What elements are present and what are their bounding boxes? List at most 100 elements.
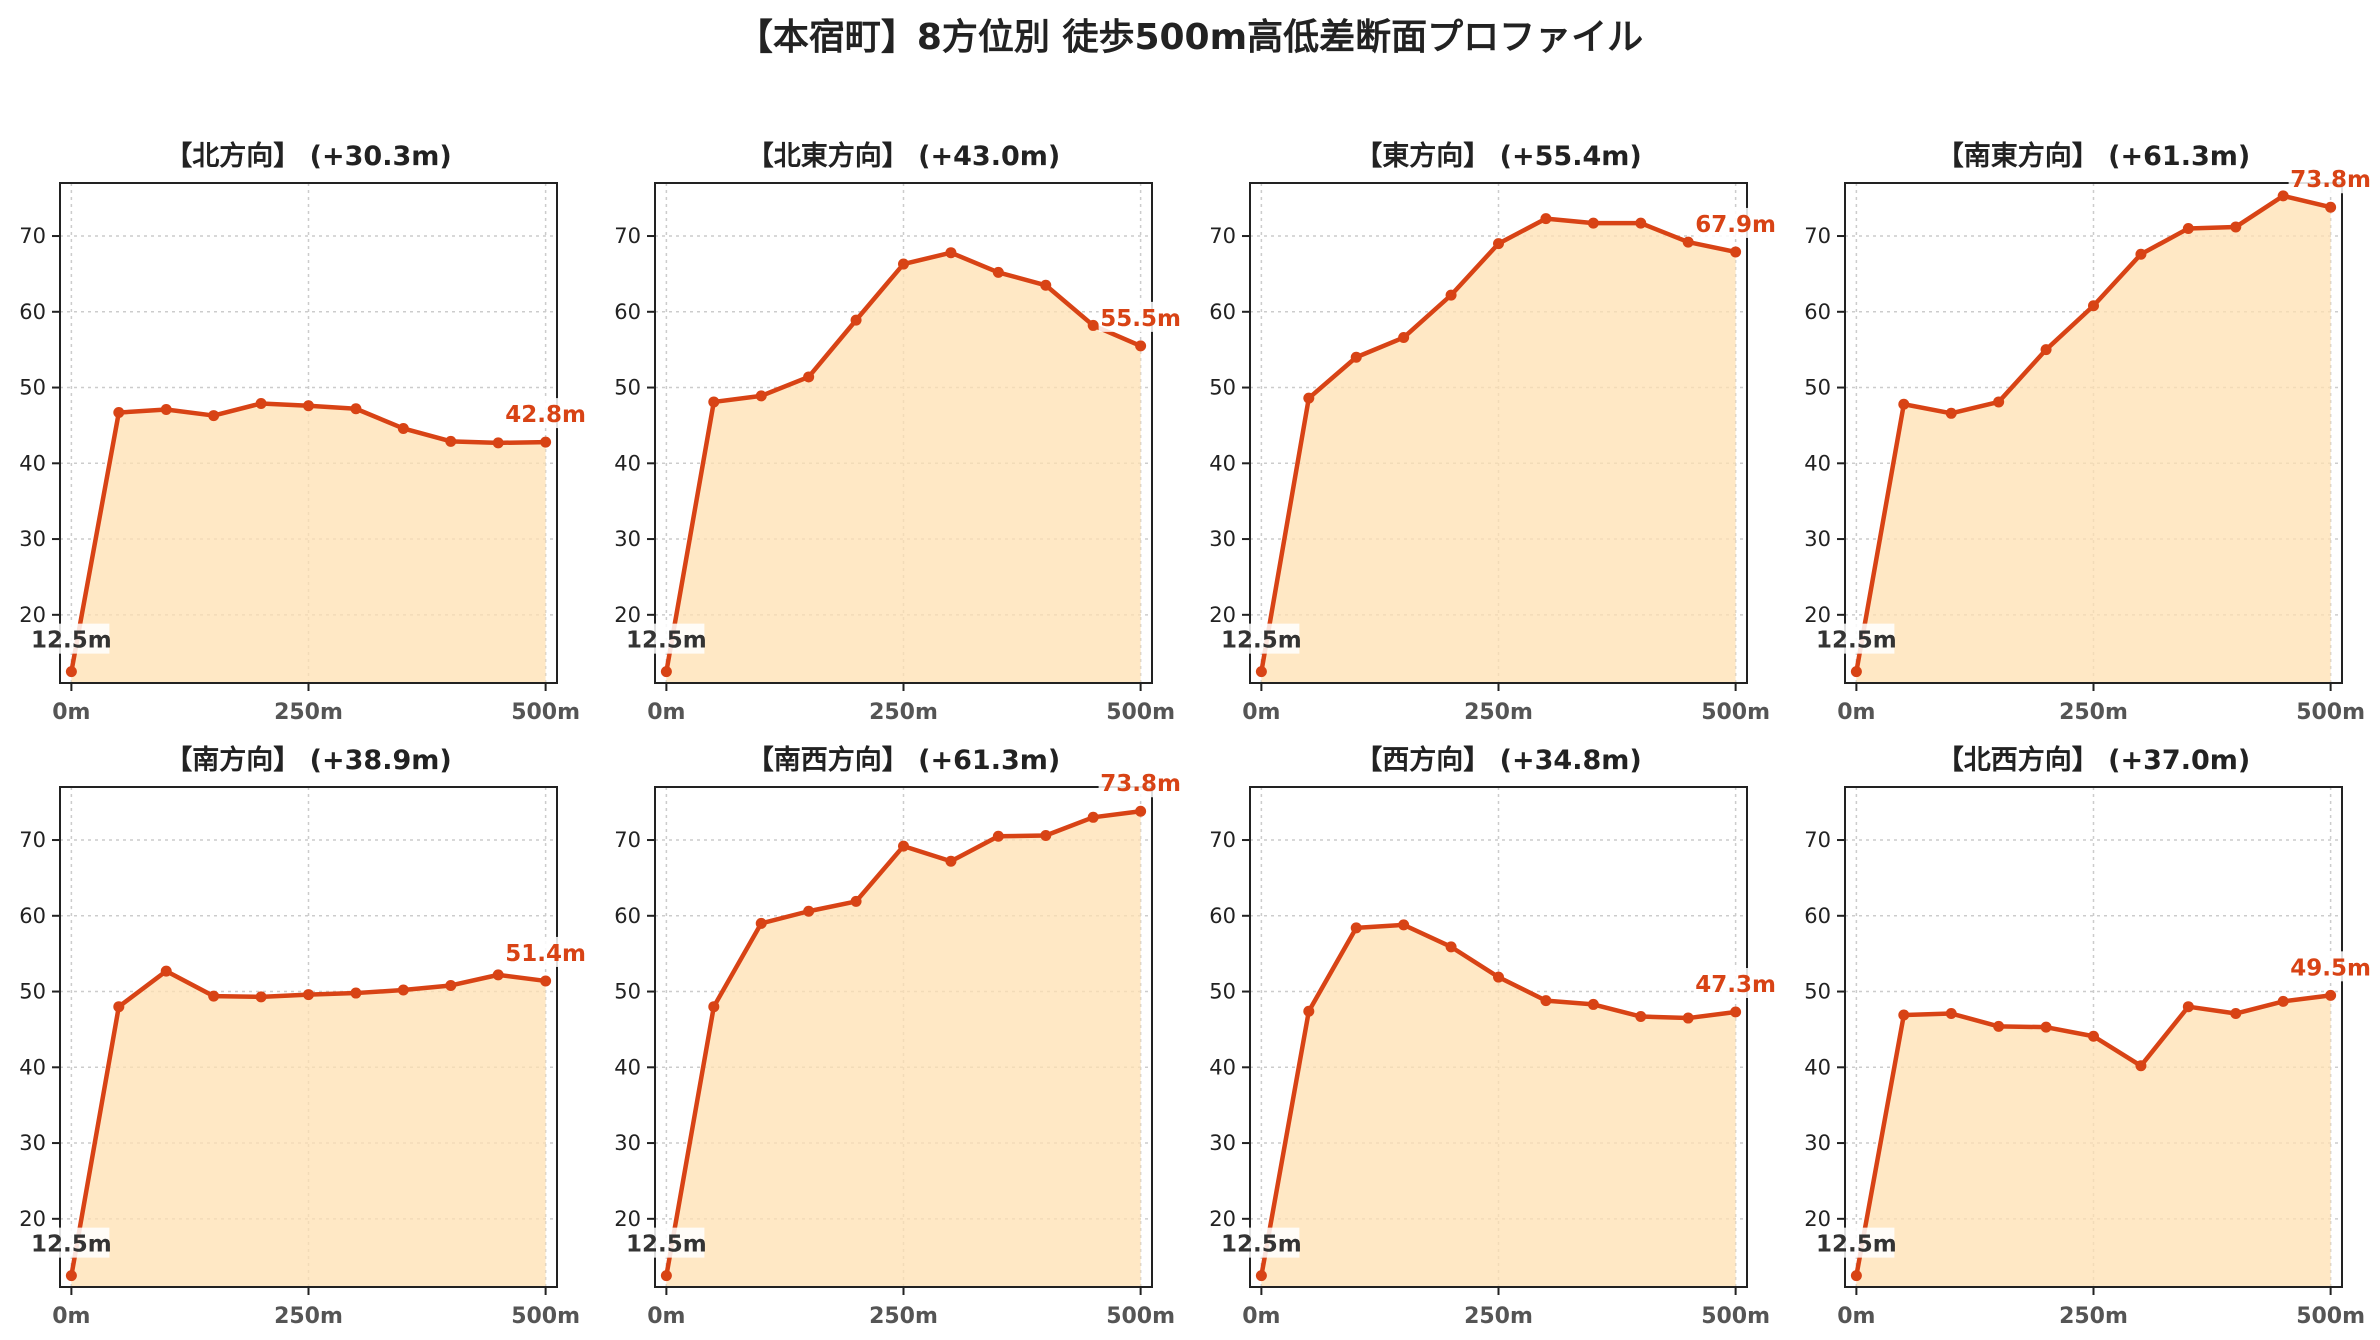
subplot-title: 【北西方向】 (+37.0m) [1937,744,2250,776]
x-tick-label: 500m [1701,700,1770,725]
data-point [1493,238,1504,250]
data-point [303,989,314,1001]
data-point [1898,398,1910,410]
data-point [1635,217,1647,229]
data-point [1040,279,1052,291]
data-point [1135,805,1147,817]
data-point [1303,392,1315,404]
data-point [2040,344,2052,356]
subplot-8: 【北西方向】 (+37.0m) 0m 250m 500m 20 30 40 50 60 70 12.… [1804,744,2373,1329]
y-tick-label: 30 [19,1131,46,1155]
data-point [208,410,220,422]
x-tick-label: 250m [2059,1304,2128,1329]
x-tick-label: 0m [647,700,685,725]
x-tick-label: 0m [1242,700,1280,725]
y-tick-label: 50 [1209,376,1236,400]
start-value-label: 12.5m [626,1232,707,1258]
start-value-label: 12.5m [1816,628,1897,654]
y-tick-label: 50 [1804,376,1831,400]
y-tick-label: 20 [1804,1207,1831,1231]
data-point [660,666,672,678]
data-point [65,666,77,678]
y-tick-label: 40 [19,451,46,475]
subplot-6: 【南西方向】 (+61.3m) 0m 250m 500m 20 30 40 50 60 70 12.… [614,744,1183,1329]
data-point [1850,666,1862,678]
y-tick-label: 50 [614,376,641,400]
y-tick-label: 60 [1804,300,1831,324]
x-tick-label: 0m [1242,1304,1280,1329]
subplot-title: 【西方向】 (+34.8m) [1355,744,1641,776]
y-tick-label: 20 [19,1207,46,1231]
data-point [1945,407,1957,419]
y-tick-label: 40 [614,451,641,475]
y-tick-label: 30 [1209,1131,1236,1155]
x-tick-label: 500m [2296,1304,2365,1329]
data-point [540,975,552,987]
data-point [2325,989,2337,1001]
data-point [1040,829,1052,841]
end-label-box [503,398,588,429]
data-point [898,258,909,270]
data-point [397,984,409,996]
data-point [850,314,862,326]
y-tick-label: 20 [19,603,46,627]
data-point [1850,1270,1862,1282]
data-point [898,840,909,852]
data-point [113,1001,125,1013]
x-tick-label: 500m [1106,1304,1175,1329]
end-label-box [2288,163,2373,194]
x-tick-label: 250m [1464,700,1533,725]
start-label-box [1223,623,1300,654]
data-point [2182,222,2194,234]
y-tick-label: 60 [1804,904,1831,928]
subplot-title: 【南西方向】 (+61.3m) [747,744,1060,776]
y-tick-label: 70 [19,828,46,852]
x-tick-label: 0m [52,1304,90,1329]
elevation-area [71,971,546,1287]
y-tick-label: 30 [614,1131,641,1155]
data-point [755,390,767,402]
start-value-label: 12.5m [1816,1232,1897,1258]
data-point [1445,941,1457,953]
elevation-area [1261,924,1736,1287]
end-value-label: 73.8m [1100,771,1181,797]
subplot-7: 【西方向】 (+34.8m) 0m 250m 500m 20 30 40 50 60 70 12.5… [1209,744,1778,1329]
data-point [1993,1020,2005,1032]
data-point [803,371,815,383]
data-point [708,1001,720,1013]
figure-title: 【本宿町】8方位別 徒歩500m高低差断面プロファイル [736,17,1644,58]
data-point [492,969,504,981]
y-tick-label: 70 [1209,224,1236,248]
data-point [1730,246,1742,258]
data-point [208,990,220,1002]
data-point [350,987,362,999]
data-point [350,403,362,415]
y-tick-label: 40 [1209,451,1236,475]
data-point [445,979,457,991]
data-point [492,437,504,449]
start-value-label: 12.5m [1221,628,1302,654]
y-tick-label: 60 [614,904,641,928]
end-value-label: 67.9m [1695,212,1776,238]
start-label-box [628,1227,705,1258]
elevation-area [1856,195,2331,683]
data-point [1898,1009,1910,1021]
subplot-title: 【南方向】 (+38.9m) [165,744,451,776]
data-point [160,404,172,416]
start-label-box [33,1227,110,1258]
data-point [1730,1006,1742,1018]
y-tick-label: 30 [19,527,46,551]
subplot-3: 【東方向】 (+55.4m) 0m 250m 500m 20 30 40 50 60 70 12.5… [1209,140,1778,725]
data-point [755,917,767,929]
x-tick-label: 250m [274,1304,343,1329]
x-tick-label: 250m [2059,700,2128,725]
data-point [1303,1005,1315,1017]
elevation-area [1856,995,2331,1287]
data-point [1398,919,1410,931]
data-point [2277,190,2289,202]
end-value-label: 49.5m [2290,955,2371,981]
data-point [1682,1012,1694,1024]
subplot-title: 【東方向】 (+55.4m) [1355,140,1641,172]
y-tick-label: 50 [614,980,641,1004]
